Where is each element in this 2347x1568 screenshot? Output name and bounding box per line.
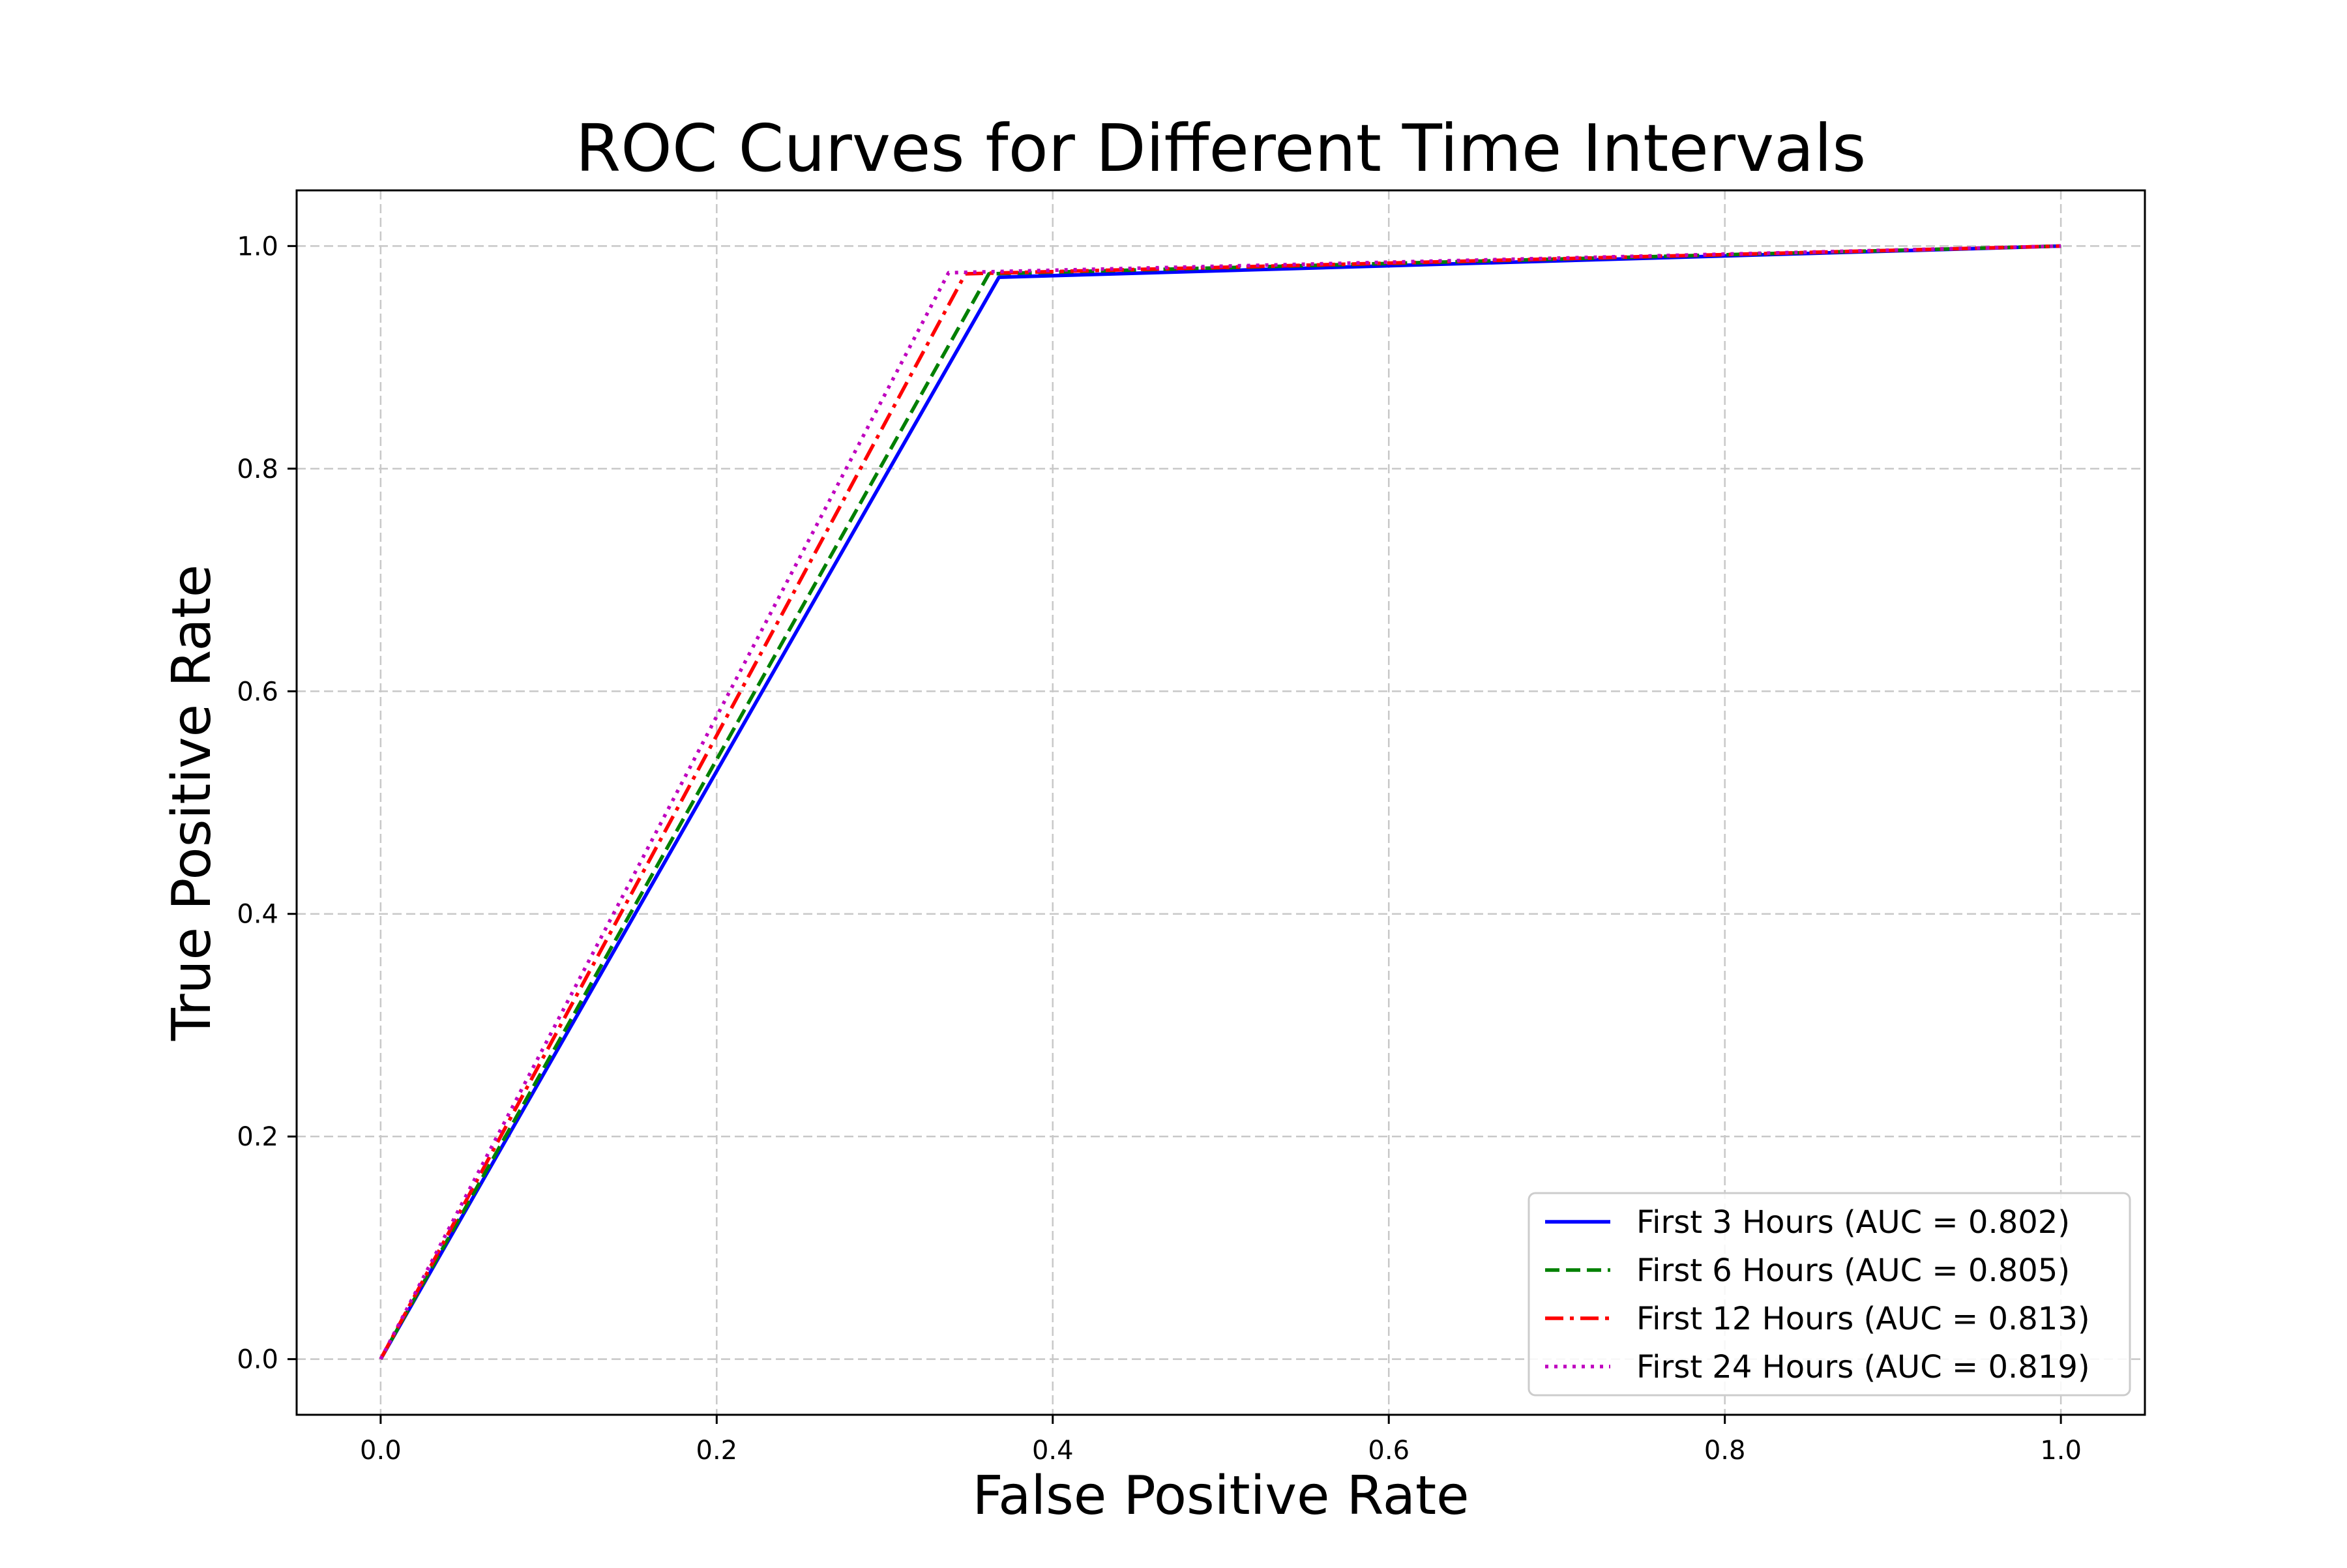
y-axis-label: True Positive Rate: [161, 565, 223, 1041]
legend-label-3: First 24 Hours (AUC = 0.819): [1636, 1349, 2090, 1385]
y-tick-label-0: 0.0: [237, 1345, 278, 1375]
y-tick-label-3: 0.6: [237, 677, 278, 707]
legend: First 3 Hours (AUC = 0.802) First 6 Hours…: [1528, 1192, 2131, 1397]
legend-label-2: First 12 Hours (AUC = 0.813): [1636, 1301, 2090, 1337]
plot-frame: [295, 189, 2146, 1416]
x-tick-label-1: 0.2: [696, 1436, 738, 1466]
x-axis-label: False Positive Rate: [972, 1465, 1469, 1527]
x-tick-label-4: 0.8: [1704, 1436, 1746, 1466]
y-tick-label-4: 0.8: [237, 454, 278, 484]
x-tick-label-2: 0.4: [1032, 1436, 1074, 1466]
series-line-1: [379, 244, 2061, 1360]
chart-title: ROC Curves for Different Time Intervals: [576, 110, 1867, 186]
legend-label-1: First 6 Hours (AUC = 0.805): [1636, 1252, 2070, 1289]
series-line-3: [379, 244, 2061, 1360]
x-tick-label-5: 1.0: [2040, 1436, 2082, 1466]
x-tick-label-0: 0.0: [360, 1436, 402, 1466]
y-tick-label-2: 0.4: [237, 900, 278, 930]
legend-box: [1528, 1192, 2131, 1397]
legend-label-0: First 3 Hours (AUC = 0.802): [1636, 1204, 2070, 1241]
x-tick-label-3: 0.6: [1368, 1436, 1410, 1466]
series-lines: [379, 244, 2061, 1360]
y-tick-label-1: 0.2: [237, 1122, 278, 1152]
axis-ticks: 0.0 0.2 0.4 0.6 0.8 1.0 0.0 0.2 0.4 0.6 0.8 1.0: [237, 231, 2082, 1466]
y-tick-label-5: 1.0: [237, 231, 278, 261]
